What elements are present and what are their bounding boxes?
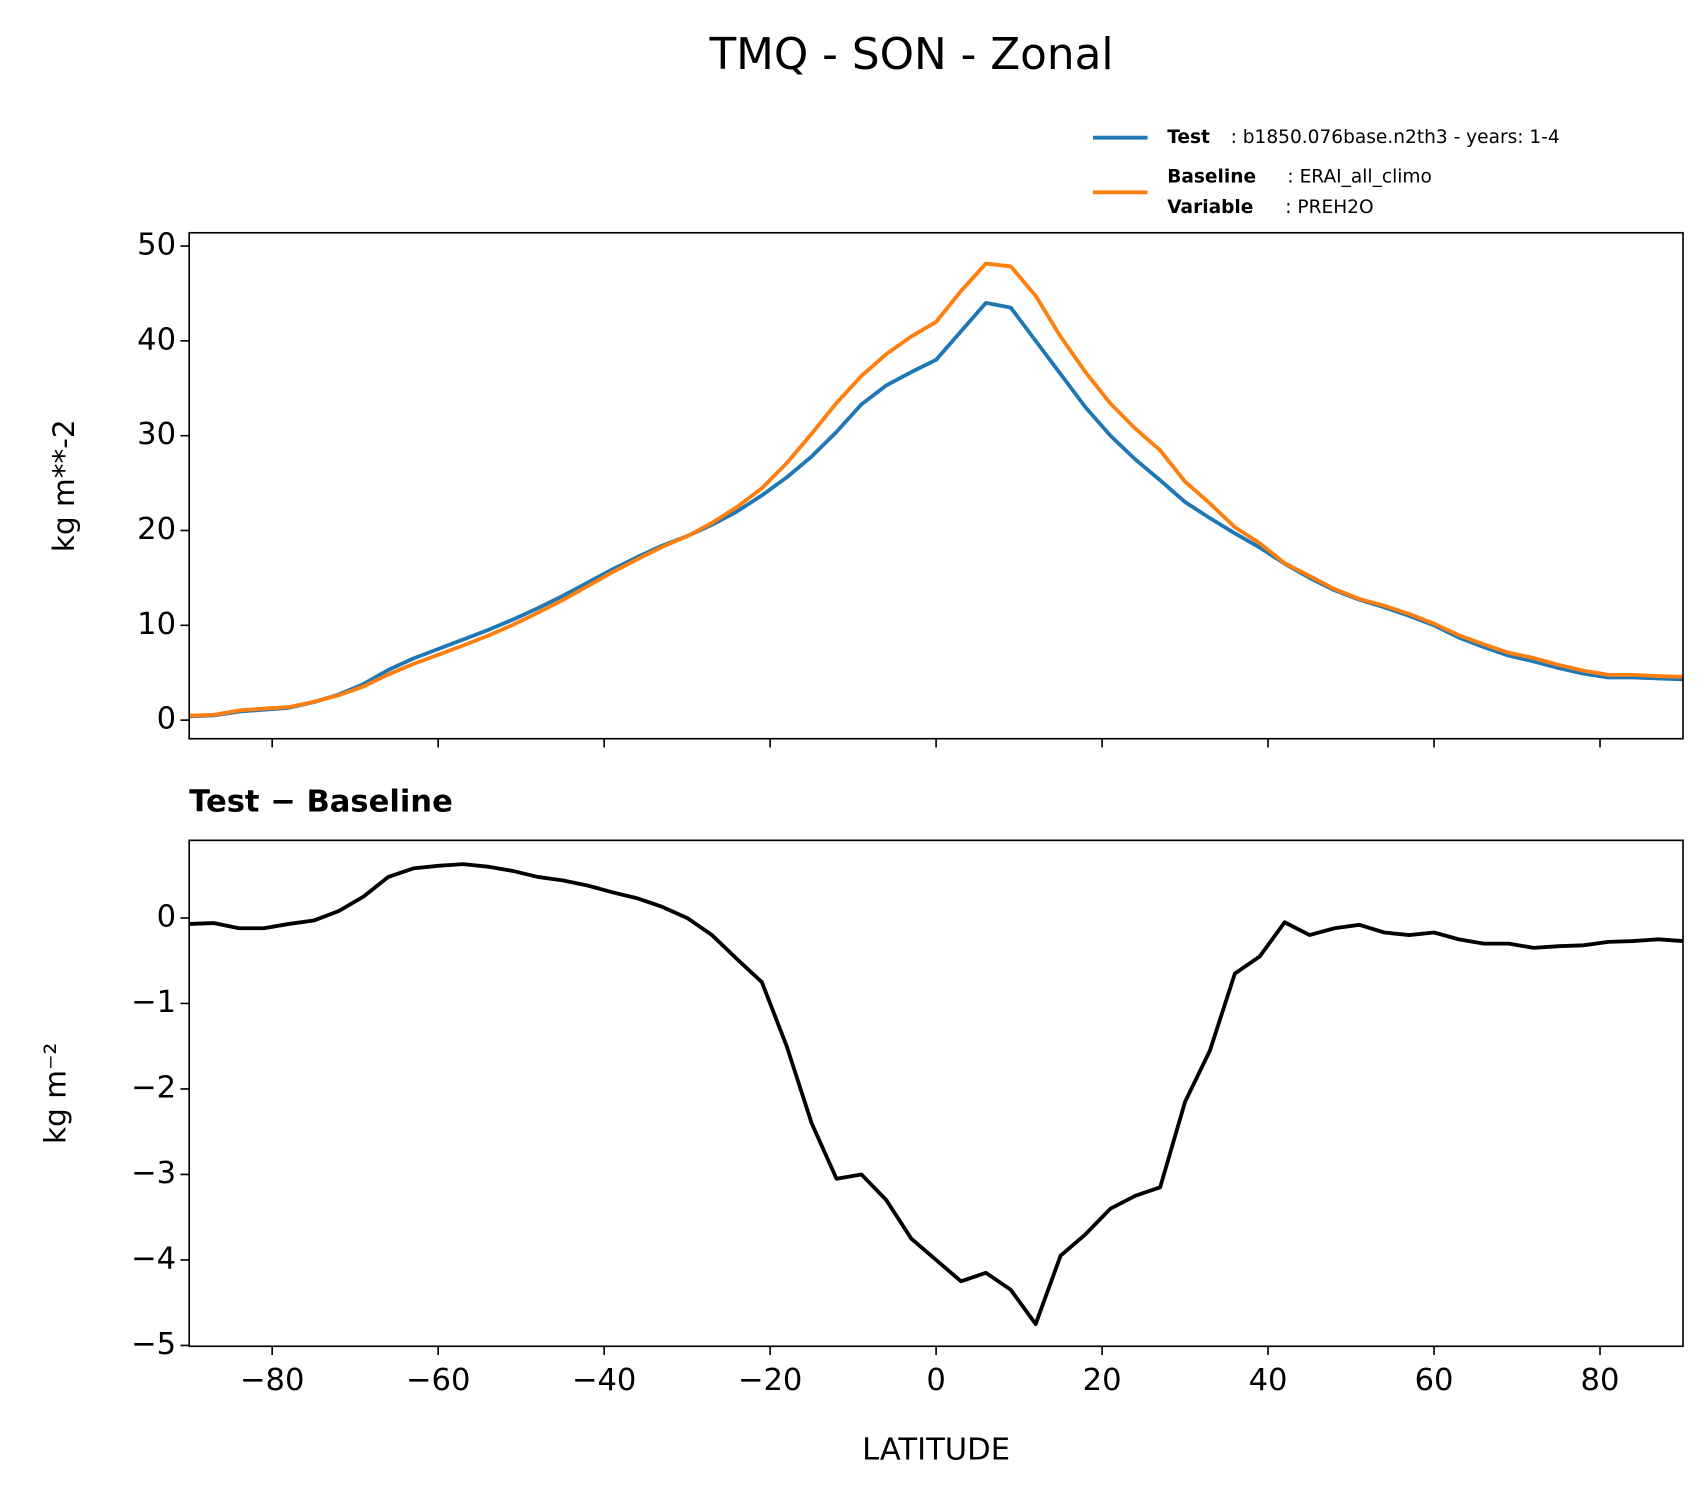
chart-title: TMQ - SON - Zonal [708, 29, 1113, 80]
axes-frame [188, 839, 1684, 1348]
legend-text: : PREH2O [1285, 197, 1373, 218]
x-tick-label: 40 [1249, 1363, 1288, 1398]
x-tick-label: 0 [926, 1363, 945, 1398]
series-line [189, 261, 1684, 718]
x-axis-label: LATITUDE [862, 1433, 1010, 1468]
y-tick-label: −3 [131, 1156, 176, 1191]
legend-key: Baseline [1167, 167, 1256, 188]
y-axis-label: kg m⁻² [38, 1043, 72, 1144]
y-tick-label: 0 [157, 899, 176, 934]
y-tick-label: −5 [131, 1327, 176, 1362]
series-line [189, 301, 1684, 719]
x-tick-label: −40 [572, 1363, 637, 1398]
y-tick-label: −2 [131, 1070, 176, 1105]
y-tick-label: 10 [137, 607, 176, 642]
y-tick-label: −1 [131, 985, 176, 1020]
legend-text: : ERAI_all_climo [1287, 167, 1431, 188]
y-tick-label: 40 [137, 322, 176, 357]
y-tick-label: 50 [137, 228, 176, 263]
y-tick-label: 20 [137, 512, 176, 547]
x-tick-label: −60 [406, 1363, 471, 1398]
y-tick-label: 0 [157, 702, 176, 737]
axes-frame [188, 231, 1684, 740]
legend-key: Variable [1167, 197, 1253, 218]
legend-text: : b1850.076base.n2th3 - years: 1-4 [1231, 127, 1560, 148]
x-tick-label: 20 [1083, 1363, 1122, 1398]
subplot-title: Test − Baseline [189, 785, 453, 820]
y-tick-label: −4 [131, 1241, 176, 1276]
x-tick-label: −80 [240, 1363, 305, 1398]
x-tick-label: −20 [738, 1363, 803, 1398]
y-axis-label: kg m**-2 [47, 419, 81, 552]
series-line [189, 862, 1684, 1326]
legend-key: Test [1167, 127, 1210, 148]
x-tick-label: 60 [1415, 1363, 1454, 1398]
x-tick-label: 80 [1581, 1363, 1620, 1398]
y-tick-label: 30 [137, 417, 176, 452]
